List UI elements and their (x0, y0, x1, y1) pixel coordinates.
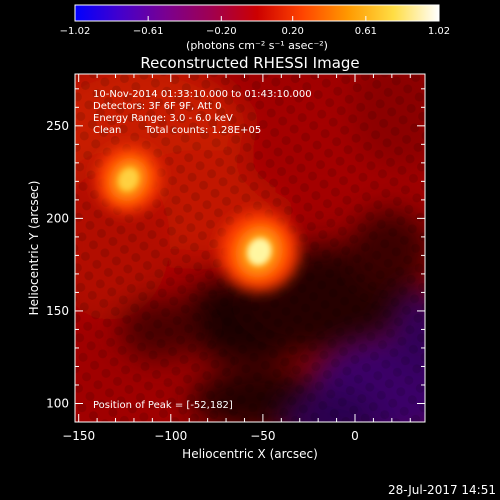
footer-timestamp: 28-Jul-2017 14:51 (388, 483, 496, 497)
source-core (118, 167, 139, 192)
source-core (246, 237, 272, 266)
secondary-source (95, 146, 162, 213)
plot-title: Reconstructed RHESSI Image (140, 54, 359, 72)
colorbar-tick-label: 0.20 (282, 26, 304, 37)
x-tick-label: 0 (351, 429, 359, 443)
annotation-peak-position: Position of Peak = [-52,182] (93, 400, 233, 411)
annotation-block: 10-Nov-2014 01:33:10.000 to 01:43:10.000… (93, 89, 312, 411)
sources-layer (95, 146, 300, 292)
x-tick-label: −150 (62, 429, 95, 443)
colorbar-tick-label: 0.61 (355, 26, 377, 37)
y-axis-label: Heliocentric Y (arcsec) (27, 181, 41, 316)
plot-frame (74, 73, 426, 423)
colorbar-tick-label: −0.61 (133, 26, 164, 37)
colorbar-unit-label: (photons cm⁻² s⁻¹ asec⁻²) (186, 39, 328, 52)
y-tick-label: 200 (46, 211, 69, 225)
annotation-algorithm: Clean (93, 125, 121, 136)
x-tick-label: −100 (154, 429, 187, 443)
annotation-total-counts: Total counts: 1.28E+05 (144, 125, 261, 136)
x-axis-label: Heliocentric X (arcsec) (182, 447, 318, 461)
peak-source (219, 211, 300, 292)
annotation-time-range: 10-Nov-2014 01:33:10.000 to 01:43:10.000 (93, 89, 312, 100)
colorbar: −1.02 −0.61 −0.20 0.20 0.61 1.02 (photons cm⁻… (60, 4, 450, 52)
colorbar-ticks: −1.02 −0.61 −0.20 0.20 0.61 1.02 (60, 16, 450, 37)
y-tick-label: 100 (46, 396, 69, 410)
annotation-detectors: Detectors: 3F 6F 9F, Att 0 (93, 101, 221, 112)
x-tick-label: −50 (250, 429, 275, 443)
x-axis: −150 −100 −50 0 (62, 74, 411, 443)
colorbar-tick-label: −0.20 (206, 26, 237, 37)
heatmap-image (75, 74, 425, 422)
y-tick-label: 250 (46, 119, 69, 133)
y-axis: 100 150 200 250 (46, 88, 425, 423)
colorbar-rect (74, 4, 440, 22)
colorbar-tick-label: −1.02 (60, 26, 91, 37)
colorbar-tick-label: 1.02 (428, 26, 450, 37)
y-tick-label: 150 (46, 304, 69, 318)
annotation-energy-range: Energy Range: 3.0 - 6.0 keV (93, 113, 233, 124)
